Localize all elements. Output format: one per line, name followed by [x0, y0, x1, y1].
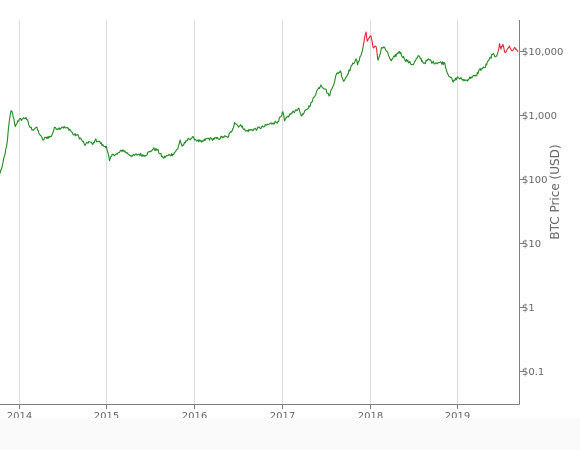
x-tick-label: 2014 — [7, 411, 32, 422]
price-series-segment-1 — [0, 46, 364, 174]
y-tick-label: $1,000 — [522, 111, 557, 122]
y-tick-label: $10,000 — [522, 47, 563, 58]
y-tick-label: $0.1 — [522, 367, 544, 378]
y-axis-title: BTC Price (USD) — [548, 144, 562, 239]
chart-footer-strip — [0, 418, 580, 450]
price-series-segment-4 — [497, 43, 519, 54]
y-tick-label: $100 — [522, 175, 547, 186]
x-tick-label: 2017 — [270, 411, 295, 422]
x-tick-label: 2016 — [182, 411, 207, 422]
price-series-segment-2 — [362, 31, 379, 61]
x-tick-label: 2015 — [94, 411, 119, 422]
y-tick-label: $10 — [522, 239, 541, 250]
x-tick-label: 2019 — [445, 411, 470, 422]
y-tick-label: $1 — [522, 303, 535, 314]
x-tick-label: 2018 — [358, 411, 383, 422]
price-series-segment-3 — [377, 46, 499, 83]
